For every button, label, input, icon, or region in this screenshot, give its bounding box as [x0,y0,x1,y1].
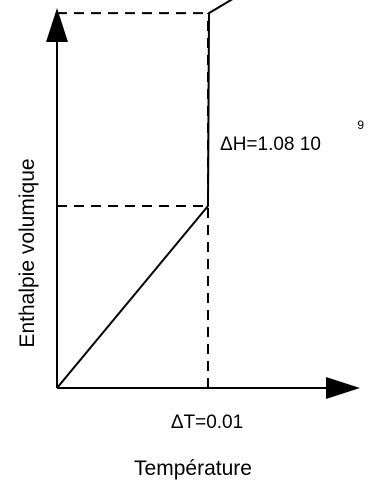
reference-lines [57,12,209,388]
delta-t-label: ΔT=0.01 [171,412,243,433]
delta-h-label: ΔH=1.08 10 [220,134,321,155]
y-axis-arrow [46,8,68,42]
x-axis-label: Température [134,457,252,480]
x-axis-arrow [326,377,360,399]
enthalpy-curve [56,0,233,389]
delta-h-exponent: 9 [357,118,364,132]
y-axis-label: Enthalpie volumique [16,158,39,347]
